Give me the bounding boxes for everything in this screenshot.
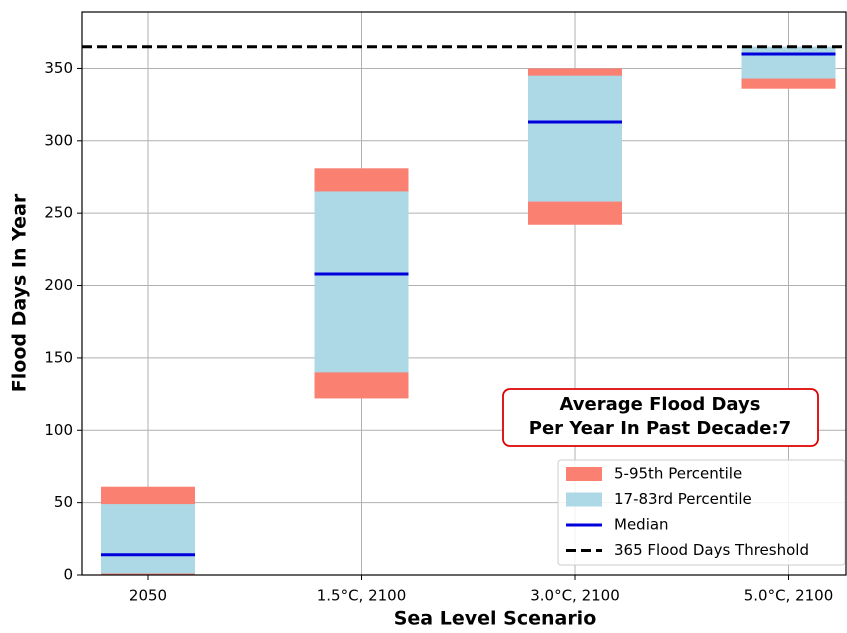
y-tick-label: 250 xyxy=(44,204,73,222)
range-bar xyxy=(528,75,622,202)
legend-swatch xyxy=(566,467,602,481)
y-tick-label: 300 xyxy=(44,131,73,149)
legend-label: Median xyxy=(614,516,669,534)
legend-box xyxy=(557,459,846,566)
annotation-text: Average Flood Days xyxy=(560,394,761,415)
x-tick-label: 1.5°C, 2100 xyxy=(317,587,407,605)
y-tick-label: 50 xyxy=(54,493,73,511)
legend-label: 5-95th Percentile xyxy=(614,465,742,483)
x-tick-label: 2050 xyxy=(129,587,167,605)
x-tick-label: 5.0°C, 2100 xyxy=(744,587,834,605)
x-tick-label: 3.0°C, 2100 xyxy=(530,587,620,605)
y-tick-label: 100 xyxy=(44,421,73,439)
annotation-text: Per Year In Past Decade:7 xyxy=(529,418,791,439)
y-axis-label: Flood Days In Year xyxy=(9,193,31,392)
plot-frame xyxy=(81,11,847,576)
x-axis-label: Sea Level Scenario xyxy=(394,608,597,630)
legend-label: 17-83rd Percentile xyxy=(614,490,752,508)
range-bar xyxy=(101,504,195,574)
y-tick-label: 150 xyxy=(44,348,73,366)
y-tick-label: 350 xyxy=(44,59,73,77)
range-bar xyxy=(314,191,409,373)
range-bar xyxy=(741,46,836,79)
y-tick-label: 0 xyxy=(63,566,73,584)
legend-label: 365 Flood Days Threshold xyxy=(614,541,809,559)
annotation-box xyxy=(502,388,819,447)
y-tick-label: 200 xyxy=(44,276,73,294)
legend-swatch xyxy=(566,492,602,507)
